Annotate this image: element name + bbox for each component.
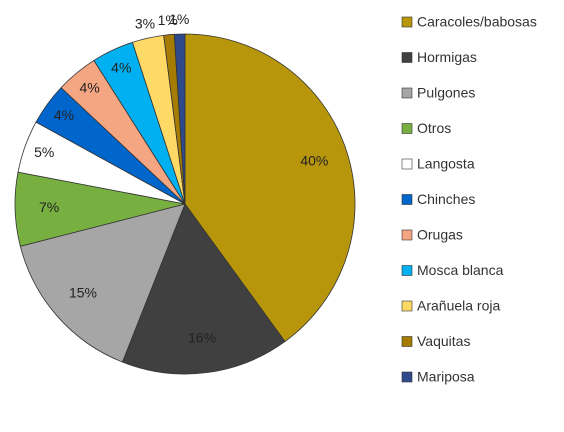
legend-swatch — [401, 229, 413, 241]
legend-swatch — [401, 158, 413, 170]
pie: 40%16%15%7%5%4%4%4%3% 1%1% — [14, 11, 356, 375]
pie-slice — [19, 203, 186, 363]
data-label: 15% — [69, 285, 97, 301]
legend-label: Mariposa — [417, 369, 475, 385]
legend-label: Orugas — [417, 227, 463, 243]
pie-slice — [173, 33, 186, 205]
legend-label: Hormigas — [417, 49, 477, 65]
legend-swatch — [401, 52, 413, 63]
data-label: 40% — [300, 153, 328, 169]
data-label: 4% — [111, 59, 131, 75]
pie-slice — [121, 203, 286, 375]
legend-label: Chinches — [417, 191, 475, 207]
legend: Caracoles/babosas Hormigas Pulgones Otros La… — [401, 14, 537, 385]
data-label: 1% — [169, 11, 189, 27]
data-label: 3% — [135, 16, 155, 32]
legend-label: Mosca blanca — [417, 262, 504, 278]
legend-label: Pulgones — [417, 85, 475, 101]
data-label: 7% — [39, 199, 59, 215]
data-label: 5% — [34, 144, 54, 160]
data-label: 1% — [158, 12, 178, 28]
data-label: 4% — [54, 107, 74, 123]
legend-label: Arañuela roja — [417, 298, 500, 314]
legend-swatch — [401, 300, 413, 312]
legend-swatch — [401, 336, 413, 347]
legend-label: Otros — [417, 120, 451, 136]
legend-swatch — [401, 265, 413, 276]
data-label: 16% — [188, 330, 216, 346]
pie-slice — [184, 33, 356, 343]
legend-swatch — [401, 16, 413, 28]
legend-swatch — [401, 371, 413, 383]
legend-label: Caracoles/babosas — [417, 14, 537, 30]
legend-swatch — [401, 194, 413, 205]
legend-swatch — [401, 123, 413, 134]
legend-label: Langosta — [417, 156, 475, 172]
data-label: 4% — [80, 79, 100, 95]
legend-swatch — [401, 87, 413, 99]
legend-label: Vaquitas — [417, 333, 470, 349]
